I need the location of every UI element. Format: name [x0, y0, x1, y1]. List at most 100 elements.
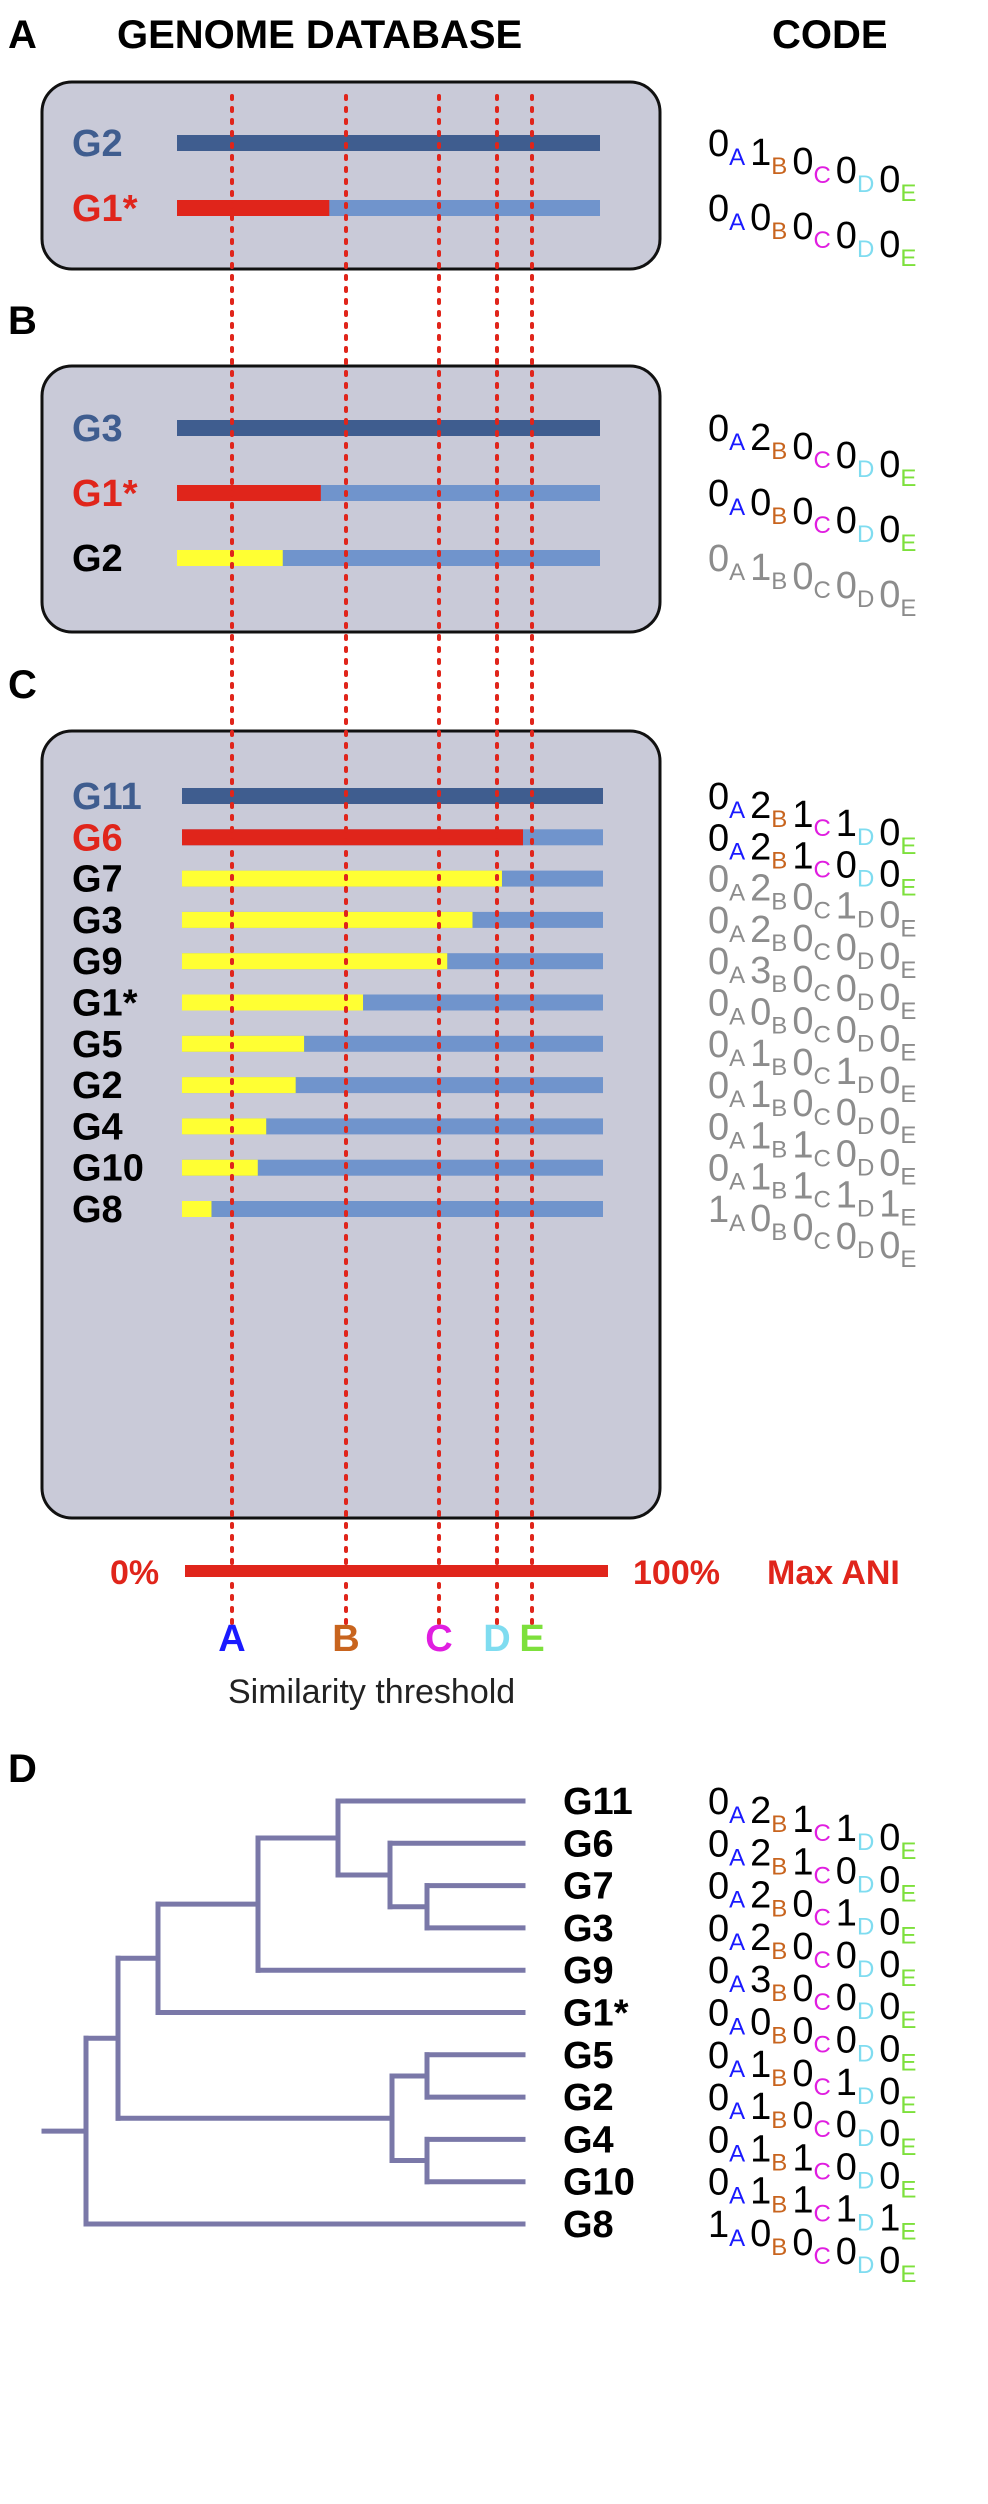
- code-digit: 1: [836, 1051, 857, 1093]
- code-digit: 0: [708, 2035, 729, 2077]
- code-subscript: B: [771, 2107, 787, 2134]
- code-subscript: B: [771, 153, 787, 180]
- code-subscript: B: [771, 2234, 787, 2261]
- threshold-letter: B: [332, 1618, 359, 1660]
- code-digit: 0: [708, 538, 729, 580]
- code-subscript: B: [771, 218, 787, 245]
- code-subscript: C: [813, 1228, 830, 1255]
- code-text: 0A 1B 1C 0D 0E: [708, 1106, 916, 1190]
- code-subscript: E: [900, 2092, 916, 2119]
- leaf-label: G5: [563, 2035, 614, 2077]
- genome-code: 0A 2B 0C 0D 0E: [708, 408, 916, 492]
- code-digit: 0: [879, 1817, 900, 1859]
- code-digit: 2: [750, 785, 771, 827]
- genome-code: 0A 1B 1C 1D 1E: [708, 1148, 916, 1232]
- code-digit: 1: [708, 2204, 729, 2246]
- code-digit: 1: [879, 1184, 900, 1226]
- code-subscript: D: [857, 1154, 874, 1181]
- code-subscript: C: [813, 2201, 830, 2228]
- code-subscript: B: [771, 503, 787, 530]
- code-digit: 1: [750, 2044, 771, 2086]
- code-text: 0A 2B 0C 1D 0E: [708, 859, 916, 943]
- code-subscript: B: [771, 1896, 787, 1923]
- genome-code: 0A 2B 0C 0D 0E: [708, 900, 916, 984]
- code-digit: 1: [836, 1175, 857, 1217]
- code-subscript: D: [857, 2125, 874, 2152]
- code-subscript: E: [900, 595, 916, 622]
- code-digit: 2: [750, 909, 771, 951]
- code-digit: 0: [879, 2240, 900, 2282]
- code-subscript: C: [813, 2074, 830, 2101]
- code-subscript: D: [857, 586, 874, 613]
- code-subscript: C: [813, 2032, 830, 2059]
- code-digit: 0: [879, 159, 900, 201]
- genome-code: 0A 1B 0C 1D 0E: [708, 1024, 916, 1108]
- reference-bar: [177, 135, 600, 151]
- code-subscript: A: [729, 2098, 745, 2125]
- genome-code: 0A 2B 0C 1D 0E: [708, 859, 916, 943]
- leaf-label: G11: [563, 1781, 633, 1823]
- code-text: 0A 2B 0C 0D 0E: [708, 900, 916, 984]
- code-subscript: D: [857, 1196, 874, 1223]
- code-subscript: E: [900, 833, 916, 860]
- code-subscript: D: [857, 1237, 874, 1264]
- code-digit: 0: [750, 992, 771, 1034]
- code-subscript: D: [857, 1031, 874, 1058]
- genome-code: 0A 1B 0C 1D 0E: [708, 2035, 916, 2119]
- code-subscript: E: [900, 180, 916, 207]
- code-digit: 0: [879, 1060, 900, 1102]
- leaf-label: G9: [563, 1950, 614, 1992]
- code-digit: 0: [836, 215, 857, 257]
- genome-code: 0A 0B 0C 0D 0E: [708, 188, 916, 272]
- code-subscript: E: [900, 530, 916, 557]
- code-subscript: B: [771, 2023, 787, 2050]
- code-digit: 2: [750, 826, 771, 868]
- code-digit: 0: [879, 853, 900, 895]
- code-digit: 0: [708, 1065, 729, 1107]
- code-subscript: A: [729, 1802, 745, 1829]
- genome-code: 0A 2B 0C 1D 0E: [708, 1866, 916, 1950]
- genome-label: G2: [72, 123, 123, 165]
- genome-label: G6: [72, 817, 123, 859]
- genome-label: G1*: [72, 983, 138, 1025]
- genome-code: 0A 1B 0C 0D 0E: [708, 538, 916, 622]
- code-digit: 0: [836, 2231, 857, 2273]
- code-digit: 0: [750, 197, 771, 239]
- similarity-bar-fill: [177, 200, 330, 216]
- code-subscript: B: [771, 568, 787, 595]
- code-text: 0A 1B 0C 1D 0E: [708, 1024, 916, 1108]
- genome-label: G3: [72, 408, 123, 450]
- code-subscript: A: [729, 1086, 745, 1113]
- code-text: 0A 2B 1C 1D 0E: [708, 1781, 916, 1865]
- code-digit: 1: [792, 1841, 813, 1883]
- code-subscript: C: [813, 1187, 830, 1214]
- code-digit: 0: [708, 188, 729, 230]
- code-digit: 0: [879, 509, 900, 551]
- code-subscript: C: [813, 2116, 830, 2143]
- code-subscript: D: [857, 2252, 874, 2279]
- code-subscript: B: [771, 1054, 787, 1081]
- code-subscript: B: [771, 2149, 787, 2176]
- code-digit: 0: [879, 574, 900, 616]
- code-digit: 0: [792, 206, 813, 248]
- code-subscript: A: [729, 494, 745, 521]
- code-subscript: C: [813, 1862, 830, 1889]
- code-digit: 0: [708, 2119, 729, 2161]
- code-digit: 0: [708, 1866, 729, 1908]
- code-digit: 0: [836, 1092, 857, 1134]
- code-text: 0A 1B 1C 1D 1E: [708, 1148, 916, 1232]
- genome-bars: [177, 135, 603, 1217]
- code-digit: 0: [792, 426, 813, 468]
- code-digit: 0: [836, 500, 857, 542]
- code-subscript: A: [729, 559, 745, 586]
- genome-code: 0A 1B 1C 0D 0E: [708, 2119, 916, 2203]
- code-text: 0A 1B 0C 1D 0E: [708, 2035, 916, 2119]
- code-text: 0A 2B 0C 0D 0E: [708, 408, 916, 492]
- code-digit: 0: [792, 959, 813, 1001]
- code-subscript: E: [900, 874, 916, 901]
- code-subscript: E: [900, 2261, 916, 2288]
- threshold-letter: E: [519, 1618, 544, 1660]
- code-digit: 3: [750, 950, 771, 992]
- code-subscript: B: [771, 889, 787, 916]
